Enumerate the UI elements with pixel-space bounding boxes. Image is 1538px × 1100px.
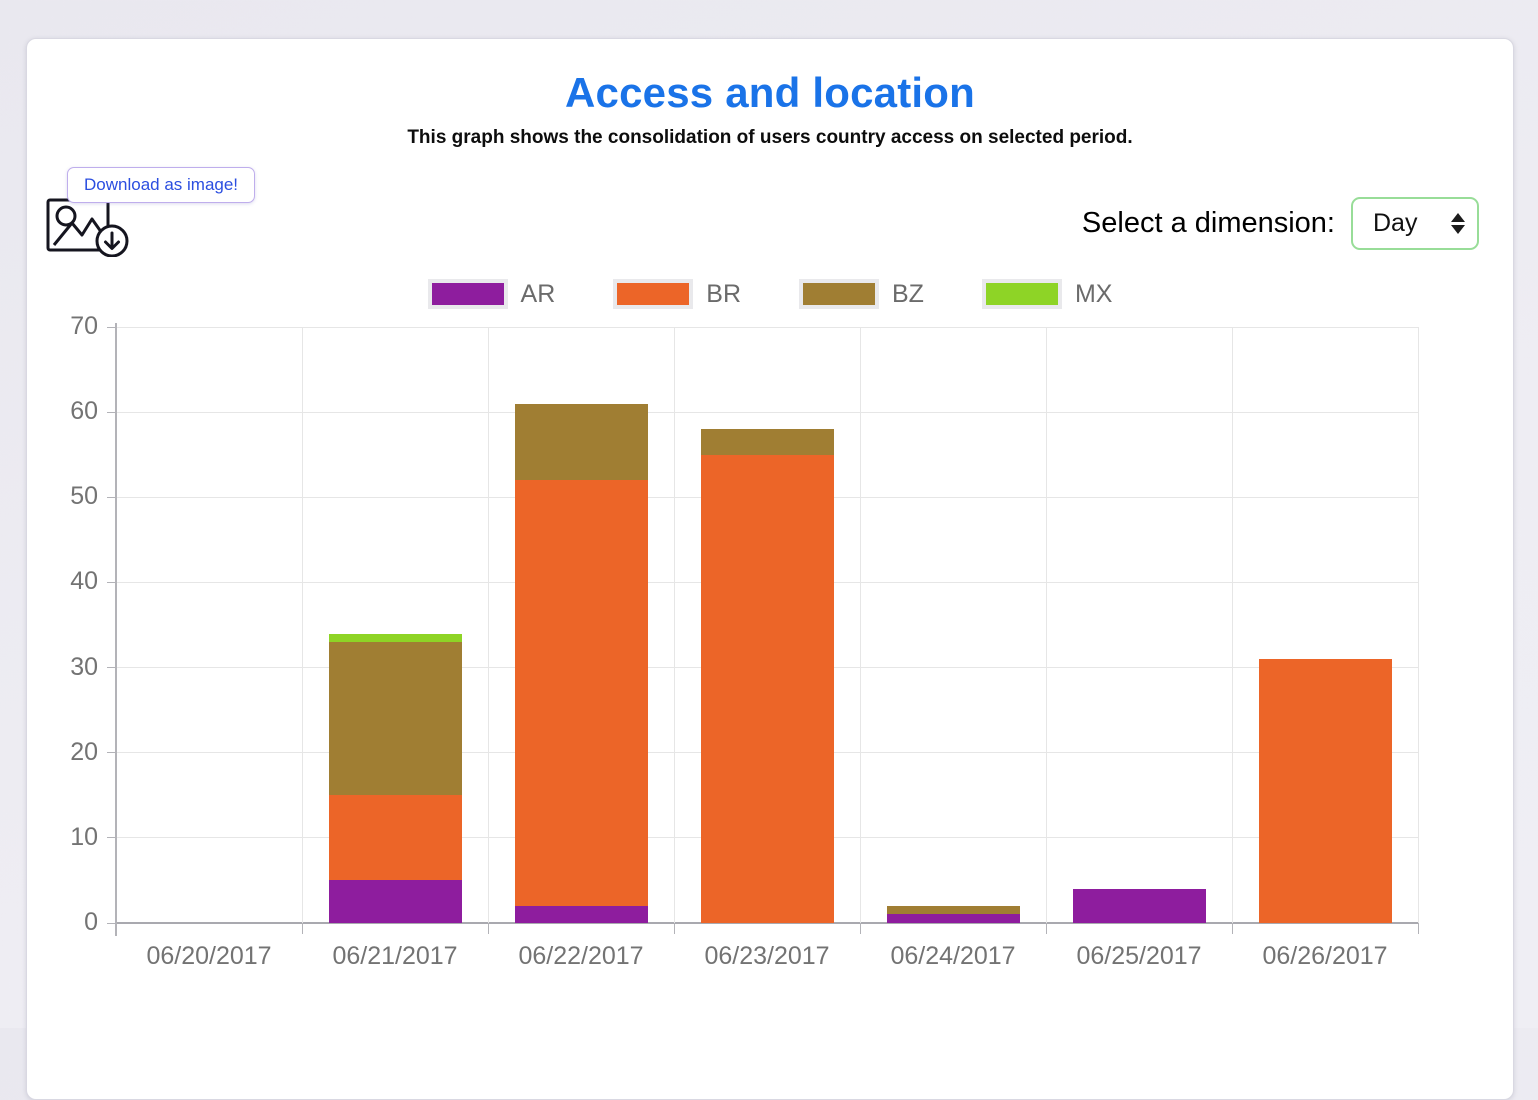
select-updown-icon <box>1451 213 1465 234</box>
x-tick-mark <box>487 923 489 934</box>
y-tick-mark <box>107 326 116 328</box>
legend-label: BR <box>706 279 741 308</box>
y-tick-mark <box>107 411 116 413</box>
y-axis-label: 10 <box>70 822 98 851</box>
bar-segment-ar[interactable] <box>328 880 462 923</box>
y-tick-mark <box>107 667 116 669</box>
gridline-vertical <box>1045 327 1047 923</box>
bar-segment-br[interactable] <box>1258 659 1392 923</box>
gridline-vertical <box>1417 327 1419 923</box>
bar-segment-mx[interactable] <box>328 633 462 642</box>
bar-segment-br[interactable] <box>328 795 462 881</box>
download-image-icon[interactable] <box>45 193 133 262</box>
y-tick-mark <box>107 837 116 839</box>
y-axis-label: 60 <box>70 397 98 426</box>
x-axis-label: 06/23/2017 <box>704 942 830 970</box>
y-tick-mark <box>107 496 116 498</box>
gridline-vertical <box>487 327 489 923</box>
y-axis-label: 50 <box>70 482 98 511</box>
x-tick-mark <box>1417 923 1419 934</box>
x-axis-label: 06/25/2017 <box>1076 942 1202 970</box>
chart-legend: AR BR BZ MX <box>27 279 1513 309</box>
legend-item-ar[interactable]: AR <box>427 279 556 309</box>
y-axis-label: 40 <box>70 567 98 596</box>
x-axis-label: 06/22/2017 <box>518 942 644 970</box>
chart-card: Access and location This graph shows the… <box>26 38 1514 1100</box>
gridline-vertical <box>301 327 303 923</box>
y-axis-label: 70 <box>70 312 98 340</box>
x-axis-label: 06/21/2017 <box>332 942 458 970</box>
x-axis-label: 06/24/2017 <box>890 942 1016 970</box>
bar-segment-bz[interactable] <box>328 642 462 796</box>
legend-item-br[interactable]: BR <box>613 279 741 309</box>
y-tick-mark <box>107 752 116 754</box>
bar-segment-bz[interactable] <box>514 403 648 481</box>
y-axis-label: 0 <box>84 908 98 936</box>
stacked-bar-chart: 0 10 20 30 40 50 60 70 06/20/2017 06/21/2017 06/22… <box>27 39 1513 1099</box>
y-tick-mark <box>107 922 116 924</box>
legend-swatch-bz <box>799 279 879 309</box>
gridline-vertical <box>673 327 675 923</box>
y-axis-label: 30 <box>70 652 98 681</box>
dimension-label: Select a dimension: <box>1081 207 1335 239</box>
y-axis-line <box>115 323 117 936</box>
x-tick-mark <box>1231 923 1233 934</box>
gridline-vertical <box>1231 327 1233 923</box>
page-title: Access and location <box>565 69 975 116</box>
legend-item-mx[interactable]: MX <box>981 279 1113 309</box>
bar-segment-bz[interactable] <box>700 429 834 455</box>
legend-label: MX <box>1074 279 1113 308</box>
legend-swatch-ar <box>427 279 508 309</box>
bar-segment-br[interactable] <box>700 454 834 923</box>
legend-label: AR <box>520 279 556 308</box>
x-axis-label: 06/26/2017 <box>1262 942 1388 970</box>
dimension-selected-value: Day <box>1373 209 1418 237</box>
x-tick-mark <box>673 923 675 934</box>
x-axis-label: 06/20/2017 <box>146 942 272 970</box>
legend-item-bz[interactable]: BZ <box>799 279 924 309</box>
gridline-horizontal <box>116 411 1418 413</box>
page-subtitle: This graph shows the consolidation of us… <box>407 127 1133 148</box>
legend-swatch-mx <box>981 279 1062 309</box>
bar-segment-br[interactable] <box>514 480 648 906</box>
x-tick-mark <box>1045 923 1047 934</box>
legend-swatch-br <box>613 279 694 309</box>
bar-segment-bz[interactable] <box>886 905 1020 915</box>
bar-segment-ar[interactable] <box>1072 888 1206 923</box>
dimension-control: Select a dimension: Day <box>1082 197 1479 250</box>
dimension-select[interactable]: Day <box>1351 197 1479 250</box>
bar-segment-ar[interactable] <box>514 905 648 923</box>
y-axis-label: 20 <box>70 737 98 766</box>
y-tick-mark <box>107 581 116 583</box>
x-tick-mark <box>301 923 303 934</box>
x-tick-mark <box>859 923 861 934</box>
legend-label: BZ <box>892 279 924 308</box>
download-as-image-button[interactable]: Download as image! <box>67 167 256 203</box>
x-axis-baseline <box>116 922 1418 924</box>
gridline-vertical <box>859 327 861 923</box>
gridline-horizontal <box>116 326 1418 328</box>
bar-segment-ar[interactable] <box>886 914 1020 923</box>
